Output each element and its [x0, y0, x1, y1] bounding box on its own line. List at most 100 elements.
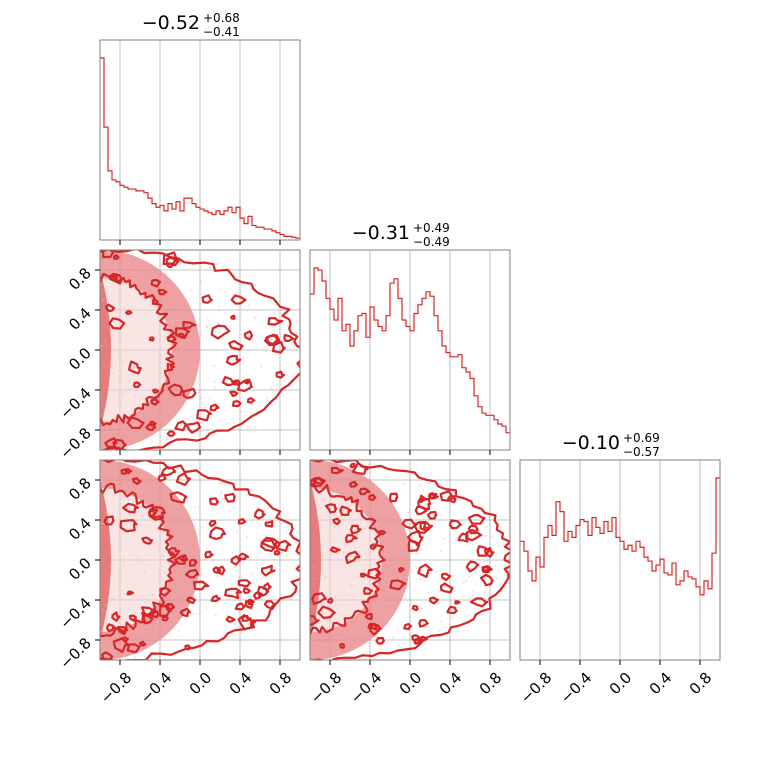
contour-island — [237, 518, 247, 525]
contour-outer-boundary — [310, 460, 510, 660]
sample-point — [164, 303, 167, 306]
histogram-step-line — [520, 477, 720, 596]
sample-point — [214, 380, 216, 383]
sample-point — [129, 545, 132, 548]
contour-island — [388, 492, 399, 503]
sample-point — [148, 638, 150, 641]
y-tick-label: 0.4 — [65, 514, 95, 544]
contour-island — [126, 416, 145, 430]
sample-point — [444, 585, 447, 588]
contour-inner — [310, 482, 386, 634]
sample-point — [334, 642, 337, 645]
sample-point — [363, 528, 366, 530]
sample-point — [313, 566, 315, 569]
sample-point — [102, 299, 105, 302]
sample-point — [219, 482, 222, 484]
sample-point — [122, 558, 125, 561]
sample-point — [165, 273, 168, 275]
sample-point — [200, 397, 203, 399]
contour-island — [351, 462, 369, 475]
sample-point — [250, 582, 253, 585]
sample-point — [103, 364, 105, 367]
histogram-step-line — [310, 267, 510, 434]
sample-point — [220, 519, 223, 522]
sample-point — [143, 489, 146, 492]
sample-point — [440, 514, 443, 517]
contour-outer-boundary — [100, 250, 300, 450]
sample-point — [475, 583, 477, 585]
contour-island — [350, 524, 362, 535]
sample-point — [390, 601, 393, 604]
contour-island — [166, 362, 175, 372]
contour-body — [310, 460, 510, 660]
sample-point — [178, 379, 181, 382]
y-tick-label: 0.0 — [65, 554, 95, 584]
sample-point — [353, 576, 356, 578]
sample-point — [387, 584, 390, 586]
sample-point — [362, 502, 365, 505]
sample-point — [434, 559, 437, 562]
sample-point — [217, 305, 220, 308]
contour-island — [345, 550, 361, 565]
sample-point — [129, 603, 132, 606]
x-tick-label: −0.8 — [517, 669, 555, 707]
contour-island — [467, 514, 486, 525]
contour-island — [465, 528, 483, 542]
sample-point — [160, 264, 163, 266]
sample-point — [121, 392, 124, 395]
contour-island — [364, 612, 373, 621]
contour-island — [246, 397, 256, 404]
contour-island — [369, 623, 382, 636]
contour-island — [141, 536, 154, 545]
contour-island — [348, 480, 359, 488]
sample-point — [151, 419, 153, 421]
sample-point — [112, 598, 115, 601]
contour-island — [476, 545, 491, 557]
sample-point — [497, 544, 500, 547]
contour-island — [141, 606, 157, 618]
sample-point — [104, 339, 107, 342]
sample-point — [251, 338, 254, 341]
contour-island — [237, 614, 256, 631]
x-tick-label: −0.8 — [97, 669, 135, 707]
sample-point — [105, 511, 107, 514]
contour-island — [233, 379, 241, 386]
contour-island — [216, 565, 226, 576]
sample-point — [135, 556, 138, 559]
sample-point — [381, 599, 384, 602]
contour-island — [204, 550, 214, 559]
title-lower-3: −0.57 — [623, 445, 660, 459]
sample-point — [149, 300, 152, 303]
contour-inner — [100, 482, 177, 637]
contour-island — [157, 288, 168, 296]
x-tick-label: 0.8 — [476, 669, 506, 699]
contour-island — [225, 615, 236, 623]
contour-island — [420, 635, 428, 643]
y-tick-label: −0.4 — [56, 594, 94, 632]
sample-point — [396, 629, 399, 632]
contour-island — [401, 518, 419, 530]
sample-point — [184, 302, 187, 304]
sample-point — [262, 576, 265, 579]
sample-point — [375, 524, 378, 527]
sample-point — [193, 506, 196, 508]
contour-island — [116, 626, 129, 636]
sample-point — [151, 440, 153, 443]
x-tick-label: −0.8 — [307, 669, 345, 707]
contour-island — [230, 294, 247, 305]
contour-island — [272, 341, 286, 354]
sample-point — [202, 527, 204, 529]
sample-point — [350, 584, 353, 587]
sample-point — [311, 642, 314, 644]
sample-point — [122, 410, 125, 413]
sample-point — [378, 494, 381, 496]
sample-point — [327, 559, 330, 561]
sample-point — [238, 515, 241, 517]
contour-island — [132, 381, 142, 389]
contour-island — [122, 502, 139, 514]
sample-point — [185, 618, 188, 621]
title-param-2: −0.31 +0.49 −0.49 — [352, 221, 450, 249]
sample-point — [353, 592, 356, 595]
contour-island — [174, 554, 189, 565]
contour-island — [469, 597, 489, 608]
